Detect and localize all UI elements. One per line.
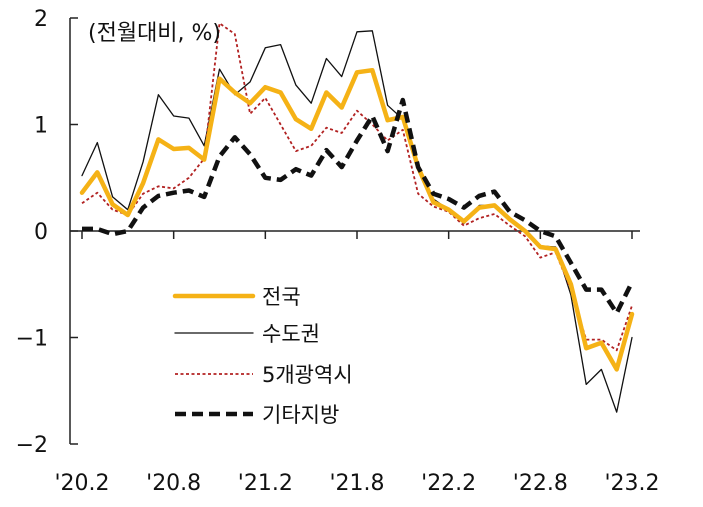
legend-label: 5개광역시 [262, 363, 353, 387]
y-tick-label: 0 [34, 220, 48, 245]
x-tick-label: '21.2 [238, 471, 293, 496]
chart-axes: 2 1 0 −1 −2'20.2 '20.8 '21.2 '21.8 '22.2 '22.8 '23… [16, 7, 660, 496]
x-tick-label: '21.8 [329, 471, 384, 496]
series-line-1 [79, 67, 635, 372]
series-layer [79, 22, 635, 413]
x-tick-label: '22.2 [421, 471, 476, 496]
legend-label: 기타지방 [262, 403, 339, 427]
legend-label: 수도권 [262, 322, 320, 346]
series-line-2 [81, 30, 633, 413]
y-tick-label: 2 [34, 7, 48, 32]
y-tick-label: −2 [16, 433, 48, 458]
x-tick-label: '22.8 [513, 471, 568, 496]
x-tick-label: '23.2 [604, 471, 659, 496]
series-line-3 [81, 22, 633, 352]
x-tick-label: '20.2 [54, 471, 109, 496]
legend-label: 전국 [262, 285, 301, 309]
x-tick-label: '20.8 [146, 471, 201, 496]
y-tick-label: −1 [16, 327, 48, 352]
unit-note: (전월대비, %) [88, 21, 221, 46]
y-tick-label: 1 [34, 114, 48, 139]
series-line-4 [82, 97, 635, 316]
